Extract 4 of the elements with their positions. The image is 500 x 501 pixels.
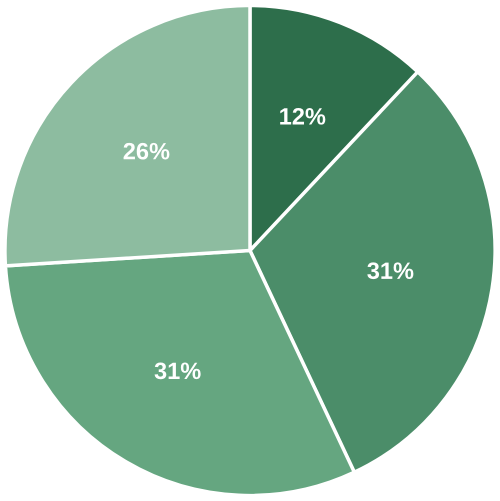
data-label: 31% [367,262,414,280]
data-label: 26% [124,142,170,160]
data-label: 31% [154,362,201,380]
data-label: 12% [280,108,326,125]
